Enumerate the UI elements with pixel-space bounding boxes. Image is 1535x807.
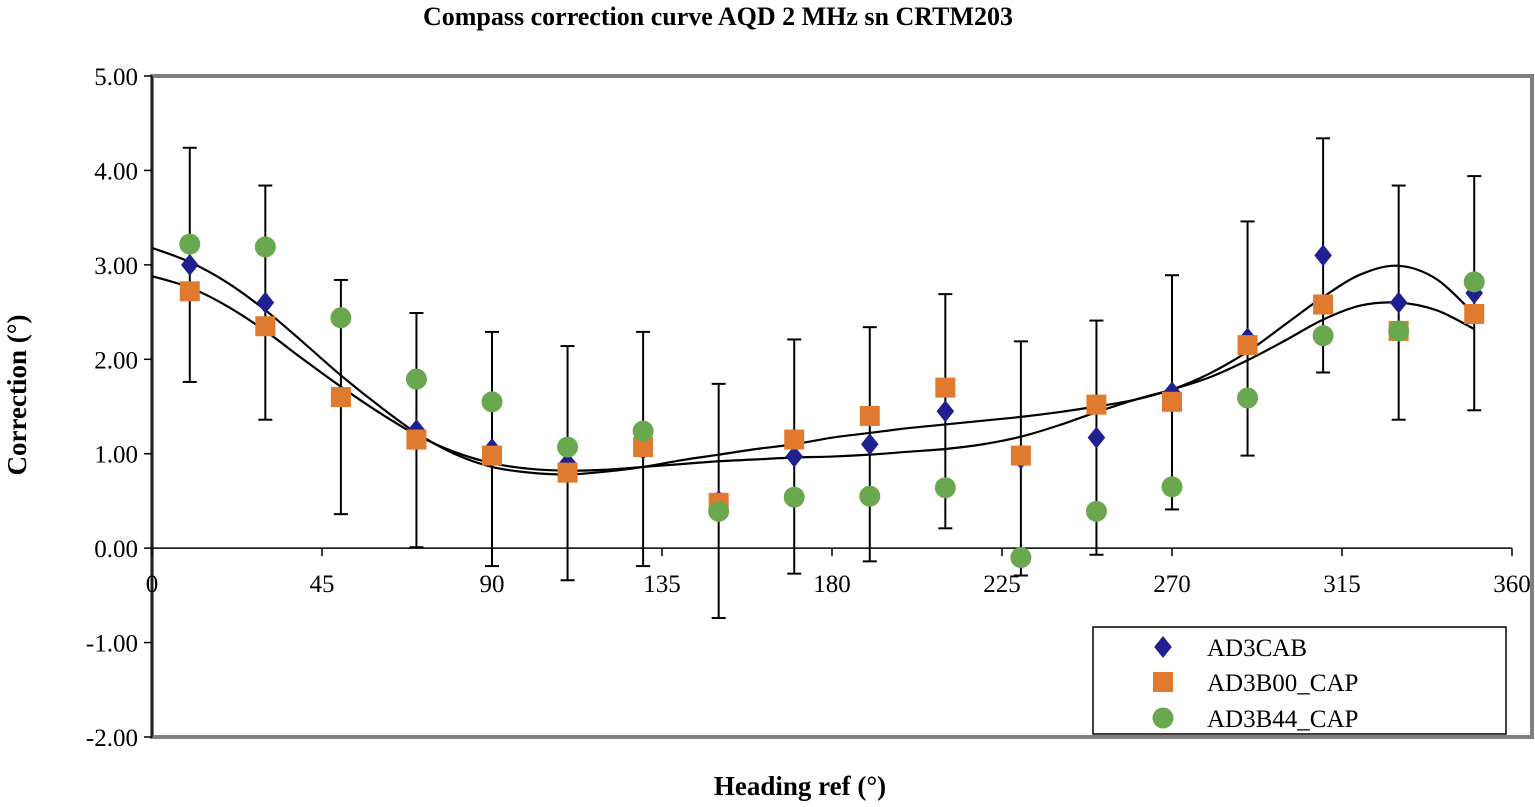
legend-label: AD3CAB [1207,635,1307,662]
point-ad3b00-cap [784,429,805,450]
point-ad3b00-cap [1162,391,1182,412]
point-ad3b00-cap [1086,394,1107,415]
markers [179,233,1485,569]
x-tick-label: 135 [643,571,681,598]
trendline-fit-upper [151,246,1475,476]
y-tick-label: 1.00 [94,442,138,469]
legend-label: AD3B00_CAP [1207,670,1358,697]
point-ad3b44-cap [1388,320,1410,342]
point-ad3b00-cap [1010,445,1031,466]
point-ad3cab [256,291,275,314]
point-ad3b44-cap [405,368,427,390]
point-ad3b00-cap [557,462,578,483]
x-tick-label: 45 [310,571,335,598]
point-ad3b44-cap [783,486,805,508]
point-ad3cab [180,253,199,276]
point-ad3b00-cap [859,405,880,426]
point-ad3b00-cap [1313,294,1334,315]
point-ad3b44-cap [1312,325,1334,347]
trendlines [151,246,1475,476]
axes: -2.00 -1.00 0.00 1.00 2.00 3.00 4.00 5.00 0 45 90 1… [86,64,1531,752]
x-tick-label: 360 [1493,571,1531,598]
chart-title: Compass correction curve AQD 2 MHz sn CR… [423,2,1013,31]
point-ad3b00-cap [1237,335,1258,356]
point-ad3b44-cap [481,391,503,413]
x-tick-label: 270 [1153,571,1191,598]
point-ad3cab [785,445,804,468]
error-bars [182,137,1482,620]
point-ad3b44-cap [708,500,730,522]
point-ad3b00-cap [935,377,956,398]
legend-marker-ad3b44-cap [1152,707,1174,729]
y-tick-label: 0.00 [94,536,138,563]
point-ad3cab [860,433,879,456]
point-ad3b00-cap [330,387,351,408]
legend-label: AD3B44_CAP [1207,706,1358,733]
legend-marker-ad3b00-cap [1153,672,1173,692]
y-tick-label: -1.00 [86,631,138,658]
point-ad3b44-cap [1463,271,1485,293]
x-tick-label: 90 [480,571,505,598]
point-ad3cab [1314,244,1332,267]
point-ad3cab [1087,426,1106,449]
point-ad3b44-cap [934,477,956,499]
point-ad3b00-cap [255,316,276,337]
y-tick-label: 4.00 [94,158,138,185]
y-tick-label: 2.00 [94,347,138,374]
point-ad3b44-cap [254,236,276,258]
point-ad3b44-cap [859,485,881,507]
point-ad3b00-cap [633,437,654,458]
trendline-fit-lower [151,275,1475,472]
point-ad3b44-cap [1085,500,1107,522]
x-tick-label: 315 [1323,571,1361,598]
legend: AD3CAB AD3B00_CAP AD3B44_CAP [1092,626,1507,735]
point-ad3b00-cap [406,429,427,450]
point-ad3b00-cap [1464,303,1485,324]
x-tick-label: 0 [146,571,159,598]
y-axis-title: Correction (°) [2,315,32,476]
point-ad3b44-cap [330,307,352,329]
point-ad3cab [1389,291,1408,314]
y-tick-label: 3.00 [94,253,138,280]
point-ad3b00-cap [482,445,502,466]
point-ad3b44-cap [179,233,201,255]
y-tick-label: 5.00 [94,64,138,91]
point-ad3b44-cap [632,420,654,442]
point-ad3b44-cap [557,436,579,458]
point-ad3b00-cap [179,281,200,302]
legend-marker-ad3cab [1154,636,1172,658]
x-tick-label: 180 [813,571,851,598]
point-ad3b44-cap [1161,476,1183,498]
point-ad3cab [936,400,955,423]
point-ad3b44-cap [1010,547,1032,569]
point-ad3b44-cap [1237,387,1259,409]
y-tick-label: -2.00 [86,725,138,752]
x-axis-title: Heading ref (°) [714,771,886,801]
